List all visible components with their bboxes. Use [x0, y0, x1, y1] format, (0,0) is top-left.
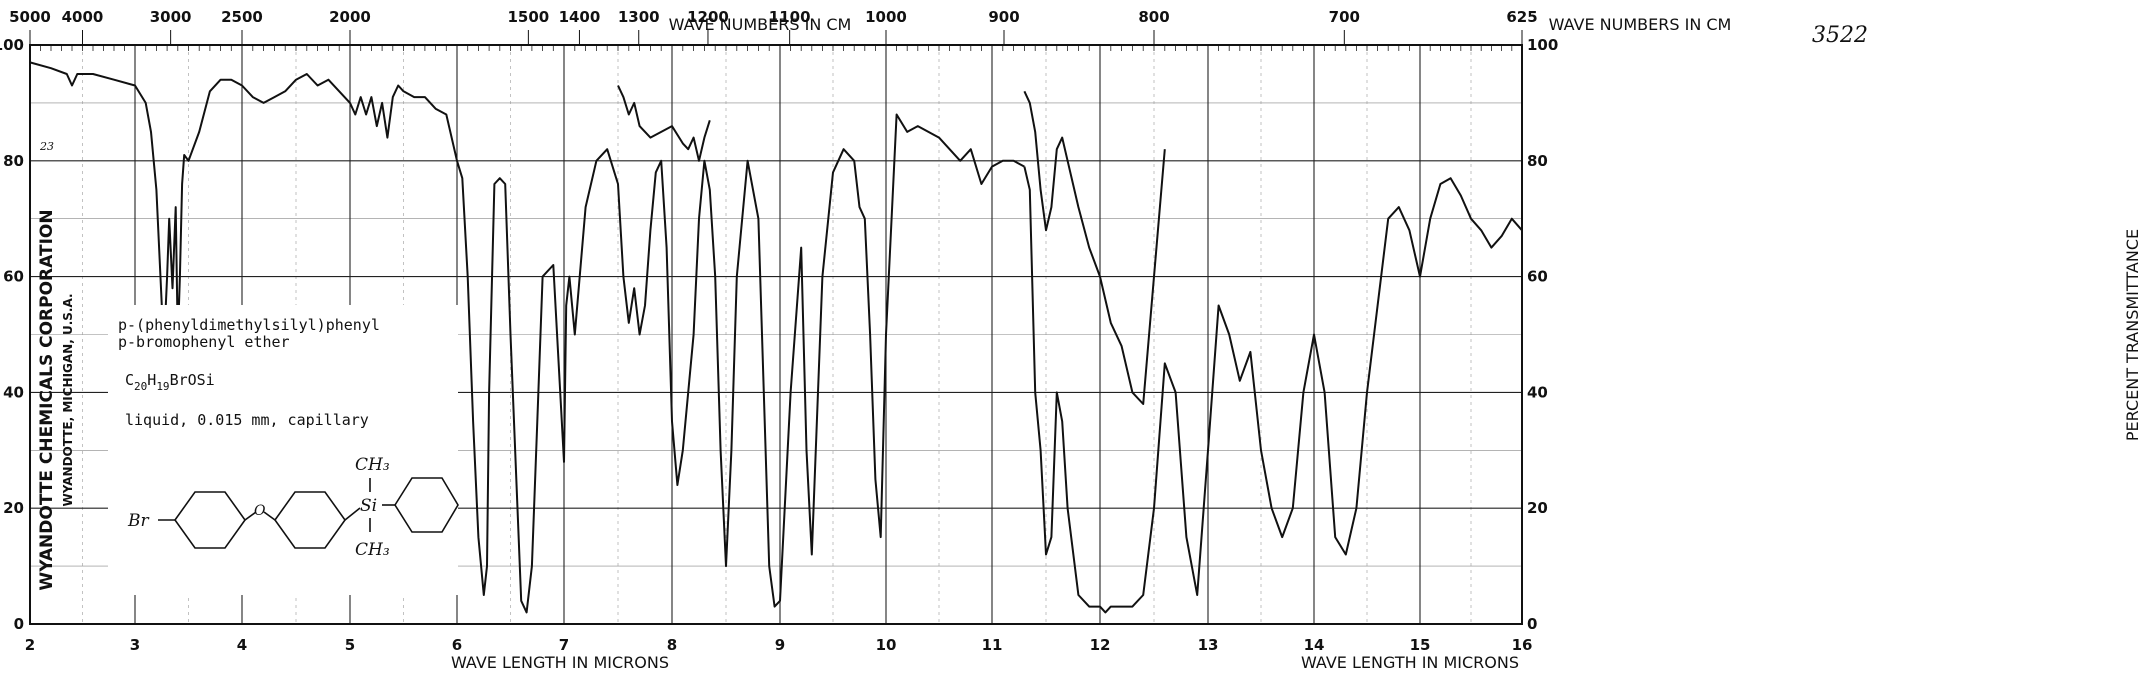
- compound-info-box: p-(phenyldimethylsilyl)phenyl p-bromophe…: [108, 305, 459, 595]
- wavenumber-tick-label: 4000: [62, 8, 104, 26]
- x-tick-label: 16: [1512, 636, 1533, 654]
- wavenumber-tick-label: 1400: [559, 8, 601, 26]
- company-name: WYANDOTTE CHEMICALS CORPORATION: [37, 209, 57, 590]
- y-axis-label-right: PERCENT TRANSMITTANCE: [2123, 229, 2142, 441]
- top-axis-title-left: WAVE NUMBERS IN CM: [669, 15, 852, 34]
- molecular-formula: C20H19BrOSi: [125, 371, 215, 393]
- wavenumber-tick-label: 1100: [769, 8, 811, 26]
- x-tick-label: 7: [559, 636, 569, 654]
- wavenumber-tick-label: 1500: [507, 8, 549, 26]
- y-tick-label-right: 40: [1527, 383, 1548, 401]
- x-tick-label: 4: [237, 636, 247, 654]
- y-tick-label-right: 100: [1527, 36, 1558, 54]
- x-tick-label: 13: [1198, 636, 1219, 654]
- compound-name-line2: p-bromophenyl ether: [118, 333, 290, 351]
- benzene-ring-phenyl: [394, 477, 459, 533]
- wavenumber-tick-label: 1300: [618, 8, 660, 26]
- x-tick-label: 11: [982, 636, 1003, 654]
- spectrum-traces: [29, 61, 1523, 614]
- compound-info-background: [108, 305, 458, 595]
- y-tick-label-left: 40: [3, 383, 24, 401]
- micron-tick-labels: 2 3 4 5 6 7 8 9 10 11 12 13 14 15 16: [25, 636, 1533, 654]
- x-tick-label: 5: [345, 636, 355, 654]
- y-tick-label-left: 100: [0, 36, 24, 54]
- structural-formula: [158, 477, 459, 549]
- x-tick-label: 9: [775, 636, 785, 654]
- wavenumber-tick-label: 2500: [221, 8, 263, 26]
- y-tick-label-left: 0: [14, 615, 24, 633]
- x-axis-label-right: WAVE LENGTH IN MICRONS: [1301, 653, 1519, 672]
- wavenumber-tick-label: 900: [988, 8, 1019, 26]
- wavenumber-tick-label: 1000: [865, 8, 907, 26]
- company-location: WYANDOTTE, MICHIGAN, U.S.A.: [61, 293, 75, 506]
- spectrum-line-main-continued: [1023, 166, 1523, 614]
- wavenumber-tick-label: 3000: [150, 8, 192, 26]
- x-tick-label: 2: [25, 636, 35, 654]
- right-percent-tick-labels: 0 20 40 60 80 100: [1527, 36, 1558, 633]
- y-tick-label-left: 20: [3, 499, 24, 517]
- left-percent-tick-labels: 0 20 40 60 80 100: [0, 36, 24, 633]
- bond-ring-o-left: [244, 511, 257, 521]
- trace-note: 23: [39, 140, 54, 153]
- bond-o-ring-right: [263, 511, 276, 521]
- x-tick-label: 8: [667, 636, 677, 654]
- wavenumber-tick-label: 1200: [687, 8, 729, 26]
- structure-o: O: [254, 503, 266, 519]
- y-tick-label-left: 60: [3, 268, 24, 286]
- wavenumber-tick-labels: 5000 4000 3000 2500 2000 1500 1400 1300 1200 1100…: [9, 8, 1538, 45]
- wavenumber-tick-label: 800: [1138, 8, 1169, 26]
- structure-si: Si: [360, 496, 377, 516]
- y-tick-label-left: 80: [3, 152, 24, 170]
- x-tick-label: 15: [1410, 636, 1431, 654]
- wavenumber-tick-label: 2000: [329, 8, 371, 26]
- y-tick-label-right: 80: [1527, 152, 1548, 170]
- y-tick-label-right: 60: [1527, 268, 1548, 286]
- structure-br: Br: [127, 511, 149, 531]
- plot-frame: [29, 44, 1523, 625]
- x-axis-label-left: WAVE LENGTH IN MICRONS: [451, 653, 669, 672]
- structure-ch3-bottom: CH₃: [355, 540, 390, 560]
- wavenumber-tick-label: 700: [1329, 8, 1360, 26]
- compound-name-line1: p-(phenyldimethylsilyl)phenyl: [118, 316, 380, 334]
- wavenumber-tick-label: 625: [1506, 8, 1537, 26]
- x-tick-label: 12: [1090, 636, 1111, 654]
- x-tick-label: 3: [130, 636, 140, 654]
- sample-conditions: liquid, 0.015 mm, capillary: [125, 411, 369, 429]
- y-tick-label-right: 0: [1527, 615, 1537, 633]
- spectrum-number: 3522: [1812, 23, 1868, 48]
- wavenumber-tick-label: 5000: [9, 8, 51, 26]
- x-tick-label: 6: [452, 636, 462, 654]
- structure-ch3-top: CH₃: [355, 455, 390, 475]
- y-tick-label-right: 20: [1527, 499, 1548, 517]
- bond-ring-si: [344, 507, 361, 521]
- x-tick-label: 14: [1304, 636, 1325, 654]
- spectrum-line-main: [29, 61, 1025, 614]
- spectrum-line-overlay-11.3-12.6: [1023, 90, 1166, 405]
- spectrum-line-overlay-7.5-8.35: [617, 85, 711, 162]
- top-axis-title-right: WAVE NUMBERS IN CM: [1549, 15, 1732, 34]
- x-tick-label: 10: [876, 636, 897, 654]
